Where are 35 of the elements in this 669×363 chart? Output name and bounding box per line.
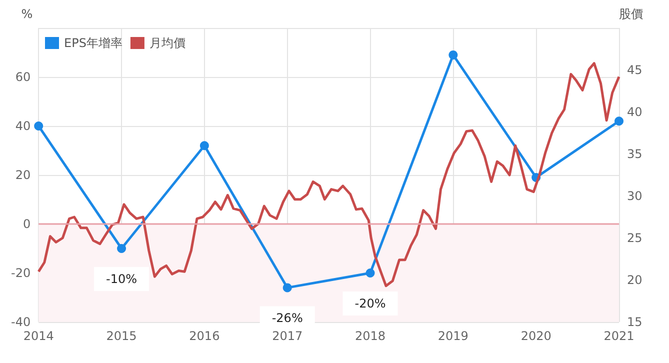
point [366, 268, 375, 278]
y2-tick-label: 40 [627, 105, 642, 119]
point [448, 50, 458, 60]
y-tick-label: -40 [10, 315, 31, 329]
y2-tick-label: 45 [627, 63, 642, 77]
y-tick-label: 40 [15, 119, 31, 133]
point [200, 141, 209, 150]
y2-tick-label: 30 [627, 189, 642, 203]
y2-tick-label: 35 [627, 147, 642, 161]
point [34, 122, 44, 130]
y-tick-label: 0 [22, 217, 31, 231]
x-tick-label: 2019 [438, 329, 468, 343]
y2-axis-title: 股價 [619, 7, 643, 21]
y-tick-label: -20 [10, 266, 31, 280]
x-tick-label: 2017 [272, 329, 303, 343]
data-label: -20% [354, 296, 386, 310]
y-axis-title: % [21, 7, 33, 21]
data-label: -10% [106, 272, 138, 286]
point [614, 116, 624, 126]
x-tick-label: 2020 [520, 329, 552, 343]
x-tick-label: 2021 [604, 329, 634, 343]
x-tick-label: 2018 [354, 329, 386, 343]
x-tick-label: 2016 [189, 329, 220, 343]
y-tick-label: 60 [15, 70, 31, 84]
x-tick-label: 2015 [106, 329, 137, 343]
data-label: -26% [272, 311, 303, 326]
y2-tick-label: 25 [627, 231, 642, 245]
point [282, 283, 292, 292]
x-tick-label: 2014 [23, 329, 54, 343]
point [117, 244, 126, 253]
y2-tick-label: 15 [627, 315, 642, 329]
y-tick-label: 20 [15, 168, 31, 182]
legend-label: 月均價 [149, 36, 186, 50]
y2-tick-label: 20 [627, 273, 642, 287]
legend-label: EPS年增率 [64, 36, 122, 50]
